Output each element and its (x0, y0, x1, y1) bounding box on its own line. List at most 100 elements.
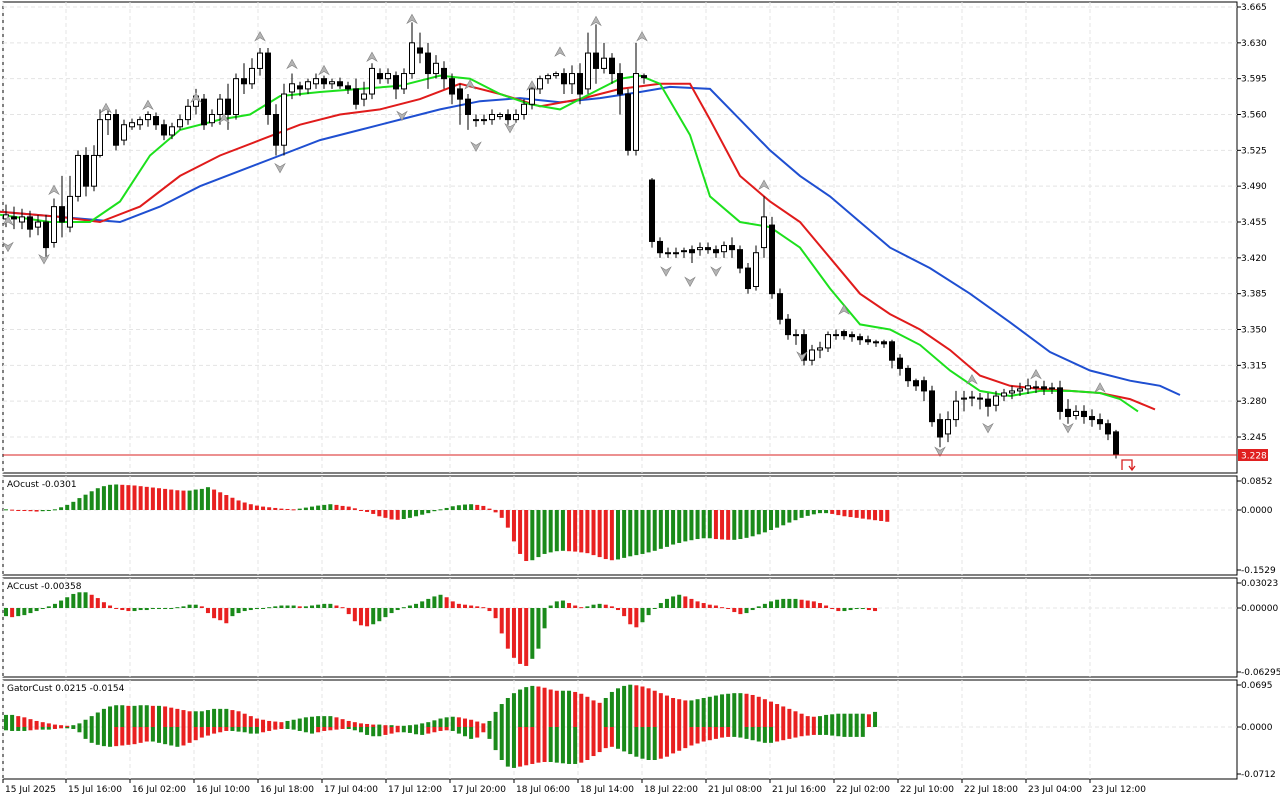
histogram-bar (230, 727, 235, 731)
x-tick-label: 21 Jul 16:00 (772, 785, 826, 795)
histogram-bar (316, 505, 321, 510)
histogram-bar (720, 727, 725, 738)
histogram-bar (762, 510, 767, 533)
histogram-bar (720, 607, 725, 609)
y-tick-label: -0.0712 (1241, 770, 1276, 780)
y-tick-label: 3.490 (1241, 182, 1267, 192)
histogram-bar (524, 727, 529, 766)
histogram-bar (236, 711, 241, 727)
candle-body (793, 334, 799, 337)
histogram-bar (407, 725, 412, 727)
fractal-down-icon (796, 351, 808, 362)
gator-panel[interactable]: 0.0695 0.0000 -0.0712 GatorCust 0.0215 -0.0… (2, 679, 1276, 780)
candle-body (209, 114, 215, 124)
histogram-bar (65, 504, 70, 510)
histogram-bar (469, 719, 474, 727)
histogram-bar (205, 487, 210, 510)
histogram-bar (193, 604, 198, 608)
histogram-bar (340, 607, 345, 609)
ac-panel[interactable]: 0.03023 0.00000 -0.06295 ACcust -0.00358 (2, 577, 1280, 678)
histogram-bar (738, 727, 743, 738)
candle-body (697, 247, 703, 251)
histogram-bar (860, 510, 865, 519)
histogram-bar (181, 727, 186, 746)
fractal-up-icon (526, 80, 538, 91)
candle-body (761, 216, 767, 249)
histogram-bar (4, 608, 8, 617)
candle-body (353, 88, 359, 105)
histogram-bar (285, 508, 290, 510)
candle-body (281, 93, 287, 146)
histogram-bar (10, 509, 15, 511)
candle-body (825, 334, 831, 349)
histogram-bar (756, 510, 761, 535)
histogram-bar (542, 510, 547, 554)
histogram-bar (511, 608, 516, 658)
histogram-bar (579, 727, 584, 763)
histogram-bar (530, 685, 535, 727)
histogram-bar (95, 727, 100, 745)
candle-body (201, 98, 207, 126)
histogram-bar (218, 727, 223, 733)
histogram-bar (732, 727, 737, 737)
histogram-bar (879, 510, 884, 521)
histogram-bar (775, 510, 780, 528)
panel-label: ACcust -0.00358 (7, 582, 82, 592)
histogram-bar (328, 716, 333, 727)
histogram-bar (701, 727, 706, 742)
histogram-bar (438, 509, 443, 511)
histogram-bar (334, 605, 339, 608)
histogram-bar (505, 697, 510, 727)
histogram-bar (707, 510, 712, 539)
candle-body (673, 252, 679, 255)
x-tick-label: 22 Jul 18:00 (964, 785, 1018, 795)
candle-body (59, 206, 65, 223)
candle-body (1097, 419, 1103, 425)
ao-panel[interactable]: 0.0852 0.0000 -0.1529 AOcust -0.0301 (2, 475, 1276, 576)
histogram-bar (622, 685, 627, 727)
histogram-bar (518, 727, 523, 767)
histogram-bar (108, 605, 113, 608)
histogram-bar (744, 693, 749, 727)
histogram-bar (22, 717, 27, 727)
histogram-bar (585, 510, 590, 554)
x-tick-label: 16 Jul 10:00 (196, 785, 250, 795)
histogram-bar (340, 727, 345, 729)
histogram-bar (395, 608, 400, 611)
histogram-bar (261, 719, 266, 727)
histogram-bar (811, 727, 816, 735)
candle-body (985, 398, 991, 407)
candle-body (937, 419, 943, 438)
histogram-bar (71, 725, 76, 727)
histogram-bar (316, 604, 321, 608)
histogram-bar (285, 727, 290, 729)
histogram-bar (799, 599, 804, 608)
histogram-bar (793, 727, 798, 738)
candle-body (769, 224, 775, 295)
histogram-bar (28, 719, 33, 727)
histogram-bar (658, 510, 663, 549)
histogram-bar (377, 724, 382, 727)
x-tick-label: 23 Jul 04:00 (1028, 785, 1082, 795)
fractal-up-icon (318, 64, 330, 76)
candle-body (865, 339, 871, 343)
histogram-bar (316, 727, 321, 733)
candle-body (377, 73, 383, 80)
fractal-up-icon (966, 374, 978, 385)
candle-body (417, 47, 423, 54)
histogram-bar (365, 723, 370, 727)
candle-body (545, 75, 551, 80)
histogram-bar (114, 484, 119, 510)
histogram-bar (426, 598, 431, 608)
price-panel[interactable]: 3.665 3.630 3.595 3.560 3.525 3.490 3.455 3.420… (0, 1, 1268, 474)
histogram-bar (738, 608, 743, 615)
histogram-bar (205, 727, 210, 736)
histogram-bar (769, 727, 773, 743)
histogram-bar (212, 708, 217, 727)
histogram-bar (71, 593, 76, 608)
histogram-bar (163, 488, 168, 510)
histogram-bar (279, 508, 284, 510)
histogram-bar (830, 510, 835, 514)
histogram-bar (811, 601, 816, 608)
fractal-up-icon (286, 58, 298, 70)
